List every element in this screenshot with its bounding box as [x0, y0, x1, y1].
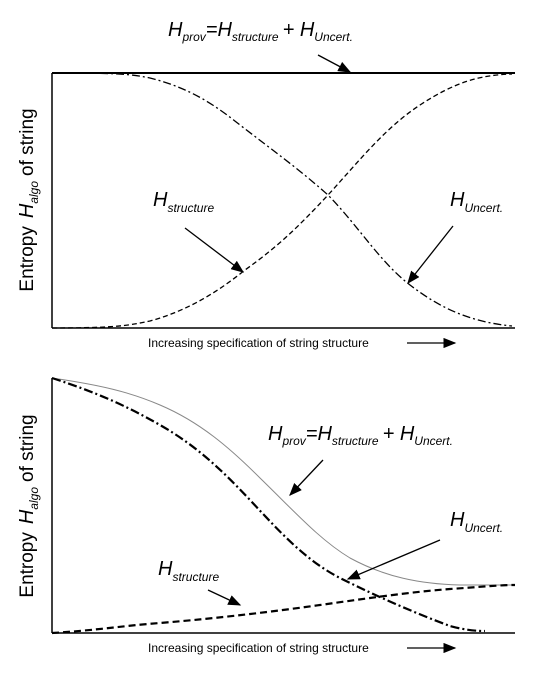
structure-label: Hstructure — [153, 189, 214, 215]
equation: Hprov=Hstructure + HUncert. — [268, 423, 453, 448]
text-part: H — [450, 189, 465, 211]
h-structure-curve — [51, 73, 513, 329]
text-part: H — [268, 423, 283, 445]
text-part: Uncert. — [314, 30, 353, 44]
text-part: Uncert. — [464, 201, 503, 215]
text-part: Uncert. — [414, 434, 453, 448]
text-part: =H — [306, 423, 333, 445]
text-part: prov — [181, 30, 206, 44]
equation: Hprov=Hstructure + HUncert. — [168, 19, 353, 44]
h-uncert-curve — [51, 72, 513, 327]
h-uncert-curve — [51, 376, 486, 633]
arrow — [317, 54, 352, 73]
text-part: H — [16, 509, 38, 524]
arrow — [407, 225, 454, 285]
text-part: H — [158, 558, 173, 580]
text-part: + H — [283, 19, 315, 41]
text-part: H — [153, 189, 168, 211]
text-part: Entropy — [17, 532, 38, 598]
uncert-label: HUncert. — [450, 189, 503, 215]
arrow — [184, 227, 245, 273]
uncert-label: HUncert. — [450, 509, 503, 535]
arrow — [346, 539, 441, 580]
structure-label: Hstructure — [158, 558, 219, 584]
text-part: algo — [27, 181, 41, 204]
text-part: H — [450, 509, 465, 531]
arrow — [289, 459, 324, 496]
text-part: structure — [167, 201, 214, 215]
x-label: Increasing specification of string struc… — [148, 336, 369, 350]
text-part: structure — [172, 570, 219, 584]
text-part: H — [168, 19, 183, 41]
text-part: =H — [206, 19, 233, 41]
x-label: Increasing specification of string struc… — [148, 641, 369, 655]
text-part: structure — [232, 30, 279, 44]
text-part: prov — [281, 434, 306, 448]
text-part: Entropy — [17, 226, 38, 292]
h-prov-curve — [51, 377, 515, 586]
text-part: of string — [17, 414, 38, 482]
text-part: + H — [383, 423, 415, 445]
panel-top: Hprov=Hstructure + HUncert. EntropyHalgoo… — [16, 19, 515, 350]
panel-bottom: Hprov=Hstructure + HUncert. EntropyHalgoo… — [16, 376, 516, 655]
h-structure-curve — [51, 583, 516, 635]
y-label: Entropy Halgo of string — [16, 108, 41, 291]
text-part: structure — [332, 434, 379, 448]
text-part: Uncert. — [464, 521, 503, 535]
y-label: Entropy Halgo of string — [16, 414, 41, 597]
text-part: H — [16, 203, 38, 218]
text-part: of string — [17, 108, 38, 176]
arrow — [207, 589, 242, 606]
text-part: algo — [27, 487, 41, 510]
